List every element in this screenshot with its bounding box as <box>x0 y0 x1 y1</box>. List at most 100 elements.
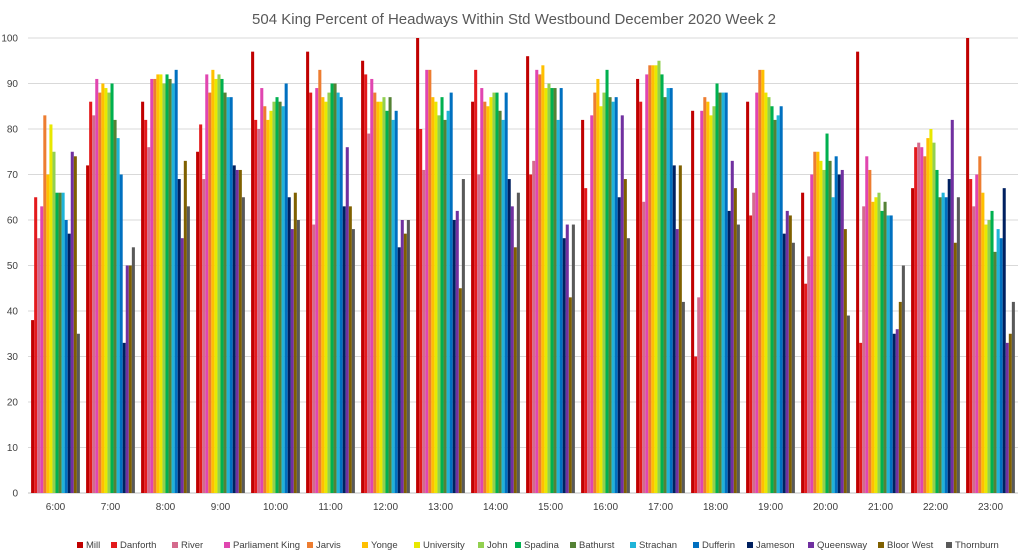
bar <box>43 115 47 493</box>
bar <box>480 88 484 494</box>
x-tick-label: 14:00 <box>483 502 508 513</box>
bar <box>935 169 939 493</box>
bar <box>431 97 435 494</box>
y-tick-label: 30 <box>7 352 19 363</box>
legend-label: River <box>181 540 203 551</box>
bar <box>538 74 542 494</box>
y-tick-label: 90 <box>7 79 19 90</box>
bar <box>859 342 863 493</box>
bar <box>1008 333 1012 493</box>
bar <box>333 83 337 493</box>
bar <box>694 356 698 493</box>
bar <box>724 92 728 493</box>
bar <box>810 174 814 493</box>
legend-item: Jarvis <box>307 540 341 551</box>
bar <box>813 151 817 493</box>
bar <box>602 92 606 493</box>
bar <box>871 201 875 494</box>
bar <box>727 210 731 493</box>
bar <box>587 220 591 493</box>
legend-label: Jameson <box>756 540 795 551</box>
bar <box>443 119 447 494</box>
bar <box>110 83 114 493</box>
legend-swatch <box>478 542 484 548</box>
y-tick-label: 0 <box>12 489 18 500</box>
bar <box>712 106 716 493</box>
legend-item: Yonge <box>362 540 398 551</box>
bar <box>318 69 322 493</box>
bar <box>791 242 795 493</box>
bar <box>822 169 826 493</box>
bar <box>122 342 126 493</box>
bar <box>434 101 438 493</box>
bar <box>116 138 120 493</box>
bar <box>52 151 56 493</box>
bar <box>651 65 655 494</box>
bar <box>764 92 768 493</box>
bar <box>168 78 172 493</box>
bar <box>672 165 676 493</box>
x-tick-label: 13:00 <box>428 502 453 513</box>
bar <box>605 69 609 493</box>
bar <box>785 210 789 493</box>
bar <box>736 224 740 494</box>
bar <box>749 215 753 493</box>
bar <box>636 78 640 493</box>
x-tick-label: 6:00 <box>46 502 66 513</box>
bar <box>489 97 493 494</box>
bar <box>293 192 297 493</box>
bar <box>984 224 988 494</box>
bar <box>556 119 560 494</box>
bar <box>883 201 887 494</box>
bar <box>532 160 536 493</box>
bar <box>947 179 951 494</box>
bar <box>315 88 319 494</box>
legend: Mill Danforth River Parliament King Jarvis Yo… <box>77 540 999 551</box>
bar <box>837 174 841 493</box>
bar <box>113 119 117 494</box>
bar <box>996 229 1000 493</box>
bar <box>639 101 643 493</box>
bar <box>186 206 190 493</box>
bar <box>150 78 154 493</box>
x-tick-label: 10:00 <box>263 502 288 513</box>
bar <box>458 288 462 493</box>
bar <box>779 106 783 493</box>
bar <box>990 210 994 493</box>
bar <box>767 97 771 494</box>
bar <box>205 74 209 494</box>
bar <box>865 156 869 494</box>
bar <box>660 74 664 494</box>
bar <box>788 215 792 493</box>
bar <box>721 92 725 493</box>
bar <box>67 233 71 493</box>
bar <box>419 129 423 493</box>
bar <box>281 106 285 493</box>
x-tick-label: 12:00 <box>373 502 398 513</box>
bar <box>886 215 890 493</box>
bar <box>526 56 530 493</box>
legend-item: Bathurst <box>570 540 615 551</box>
bar <box>568 297 572 493</box>
bar <box>715 83 719 493</box>
bar <box>162 83 166 493</box>
bar <box>926 138 930 493</box>
bar <box>648 65 652 494</box>
bar <box>144 119 148 494</box>
bar <box>156 74 160 494</box>
bar <box>70 151 74 493</box>
bar <box>584 188 588 493</box>
legend-label: Mill <box>86 540 100 551</box>
bar <box>147 147 151 493</box>
bar <box>86 165 90 493</box>
bar <box>889 215 893 493</box>
bar <box>232 165 236 493</box>
legend-label: Queensway <box>817 540 867 551</box>
bar <box>932 142 936 493</box>
legend-item: Queensway <box>808 540 867 551</box>
legend-label: Thornburn <box>955 540 999 551</box>
bar <box>1011 301 1015 493</box>
bar <box>379 101 383 493</box>
x-tick-label: 11:00 <box>318 502 343 513</box>
bar <box>709 115 713 493</box>
